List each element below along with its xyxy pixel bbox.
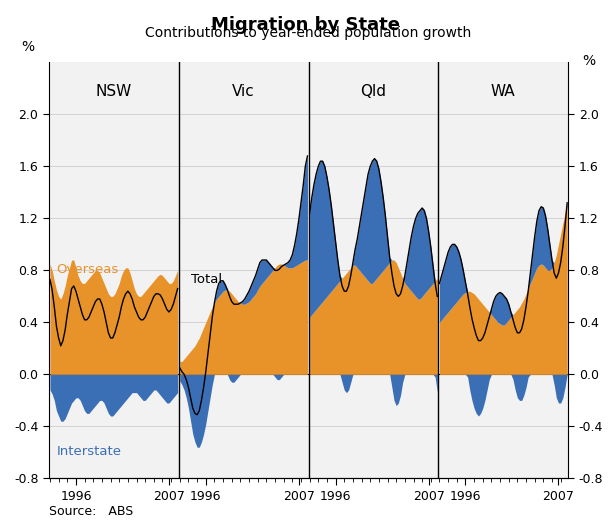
Y-axis label: %: % — [21, 40, 35, 54]
Title: Contributions to year-ended population growth: Contributions to year-ended population g… — [145, 27, 472, 41]
Text: NSW: NSW — [96, 84, 132, 99]
Text: Interstate: Interstate — [56, 445, 122, 458]
Text: Overseas: Overseas — [56, 263, 119, 276]
Text: Source:   ABS: Source: ABS — [49, 505, 133, 518]
Y-axis label: %: % — [582, 54, 596, 68]
Text: WA: WA — [491, 84, 516, 99]
Text: Vic: Vic — [232, 84, 255, 99]
Text: Total: Total — [191, 274, 222, 287]
Text: Migration by State: Migration by State — [211, 16, 400, 34]
Text: Qld: Qld — [360, 84, 387, 99]
